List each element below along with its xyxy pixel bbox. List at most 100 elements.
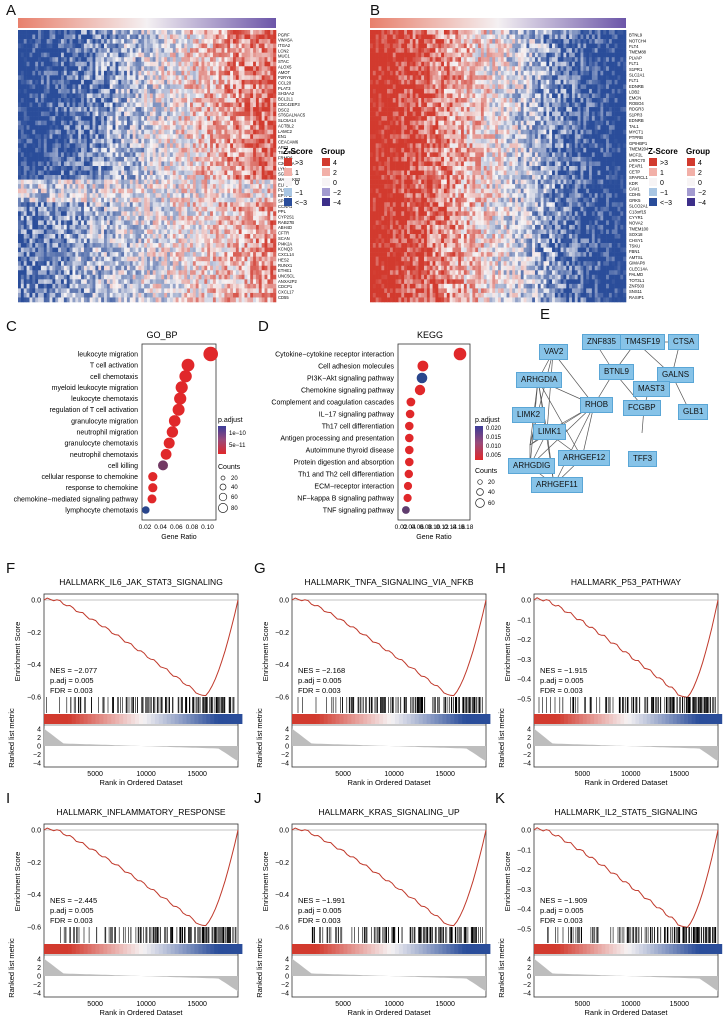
y-tick-label: −0.4 [27,662,41,669]
node-tff3: TFF3 [628,451,657,467]
heatmap-b-gene-label: SLC2A1 [629,73,645,78]
panel-label-e: E [540,306,550,323]
metric-tick-label: −2 [523,752,531,759]
category-label: regulation of T cell activation [50,407,139,414]
heatmap-a-gene-label: ETHE1 [278,268,292,273]
node-tm4sf19: TM4SF19 [620,334,665,350]
gsea-plot-f: HALLMARK_IL6_JAK_STAT3_SIGNALING0.0−0.2−… [0,572,246,786]
category-label: T cell activation [90,363,138,370]
gsea-plot-k: HALLMARK_IL2_STAT5_SIGNALING0.0−0.1−0.2−… [490,802,726,1016]
data-point [164,438,175,449]
y-axis-label-metric: Ranked list metric [7,938,16,998]
heatmap-b-gene-label: GIMAP8 [629,261,645,266]
heatmap-a-gene-label: RUNX1 [278,263,293,268]
heatmap-a-gene-label: UNC5CL [278,274,295,279]
y-tick-label: −0.6 [275,925,289,932]
data-point [405,422,414,431]
data-point [161,449,172,460]
data-point [405,434,414,443]
metric-tick-label: 4 [37,957,41,964]
heatmap-a-gene-label: ST6GALNAC5 [278,113,306,118]
y-tick-label: −0.2 [517,867,531,874]
x-tick-label: 15000 [435,771,455,778]
y-tick-label: −0.2 [275,860,289,867]
metric-tick-label: 4 [527,727,531,734]
y-tick-label: −0.6 [27,925,41,932]
heatmap-b-gene-label: NOVA2 [629,221,644,226]
rank-color-bar [44,944,242,954]
gsea-plot-i: HALLMARK_INFLAMMATORY_RESPONSE0.0−0.2−0.… [0,802,246,1016]
y-axis-label-metric: Ranked list metric [255,938,264,998]
padj-legend-c: p.adjust 1e−10 5e−11 [218,417,247,454]
fdr-text: FDR = 0.003 [298,916,341,925]
ppi-network: ZNF835 TM4SF19 CTSA VAV2 BTNL9 GALNS ARH… [508,330,726,510]
heatmap-b-gene-label: SNS11 [629,289,643,294]
hit-bars [312,927,483,943]
y-tick-label: −0.4 [275,662,289,669]
data-point [407,398,416,407]
category-label: leukocyte chemotaxis [71,396,138,403]
gsea-plot-h: HALLMARK_P53_PATHWAY0.0−0.1−0.2−0.3−0.4−… [490,572,726,786]
metric-tick-label: 2 [285,965,289,972]
fdr-text: FDR = 0.003 [298,686,341,695]
node-limk1: LIMK1 [533,424,566,440]
y-axis-label-metric: Ranked list metric [497,708,506,768]
y-tick-label: 0.0 [279,598,289,605]
heatmap-a-gene-label: CCL20 [278,81,292,86]
chart-title: GO_BP [146,330,177,340]
category-label: Th17 cell differentiation [322,424,394,431]
rank-color-bar [292,944,490,954]
x-tick-label: 5000 [87,1001,103,1008]
heatmap-a-gene-label: CDCP1 [278,284,293,289]
heatmap-b-gene-label: S1PR1 [629,67,643,72]
rank-color-bar [534,714,722,724]
x-tick-label: 5000 [575,771,591,778]
x-tick-label: 15000 [435,1001,455,1008]
category-label: Autoimmune thyroid disease [306,448,394,455]
fdr-text: FDR = 0.003 [50,916,93,925]
metric-tick-label: 2 [37,965,41,972]
y-tick-label: 0.0 [521,828,531,835]
heatmap-a-gene-label: CDC42EP3 [278,102,300,107]
category-label: neutrophil chemotaxis [70,452,139,459]
data-point [402,506,410,514]
x-axis-label: Gene Ratio [416,534,452,540]
hit-bars [548,927,716,943]
heatmap-a-gene-label: PLAT3 [278,86,291,91]
heatmap-b-gene-label: TOT3L1 [629,278,645,283]
heatmap-b-gene-label: NOTCH4 [629,38,647,43]
category-label: cell killing [108,463,138,470]
node-glb1: GLB1 [678,404,708,420]
nes-text: NES = −1.991 [298,896,345,905]
metric-tick-label: 2 [527,965,531,972]
node-rhob: RHOB [580,397,613,413]
metric-tick-label: 4 [527,957,531,964]
y-tick-label: −0.2 [517,637,531,644]
node-btnl9: BTNL9 [599,364,634,380]
data-point [167,426,178,437]
heatmap-b-gene-label: TAL1 [629,124,639,129]
heatmap-a-gene-label: MUC1 [278,54,291,59]
heatmap-b-gene-label: PALMD [629,272,643,277]
heatmap-a-gene-label: PI4K2A [278,241,292,246]
nes-text: NES = −1.915 [540,666,587,675]
data-point [415,385,425,395]
heatmap-b-gene-label: GPIHBP1 [629,141,648,146]
metric-tick-label: 2 [37,735,41,742]
nes-text: NES = −2.168 [298,666,345,675]
nes-text: NES = −2.077 [50,666,97,675]
node-arhgdig: ARHGDIG [508,458,555,474]
heatmap-a-gene-label: HES2 [278,257,290,262]
y-tick-label: −0.4 [27,892,41,899]
heatmap-b-gene-label: ZNF503 [629,284,645,289]
heatmap-a-gene-label: BCL2L1 [278,97,294,102]
metric-tick-label: 0 [37,974,41,981]
category-label: granulocyte migration [71,418,138,425]
heatmap-b: BTNL9NOTCH4FLT4TMEM88PLVAPFLT1S1PR1SLC2A… [366,0,726,305]
y-tick-label: −0.2 [27,630,41,637]
padj-text: p.adj = 0.005 [540,906,584,915]
gsea-title: HALLMARK_P53_PATHWAY [571,577,682,587]
y-axis-label-metric: Ranked list metric [7,708,16,768]
category-label: cell chemotaxis [90,374,138,381]
